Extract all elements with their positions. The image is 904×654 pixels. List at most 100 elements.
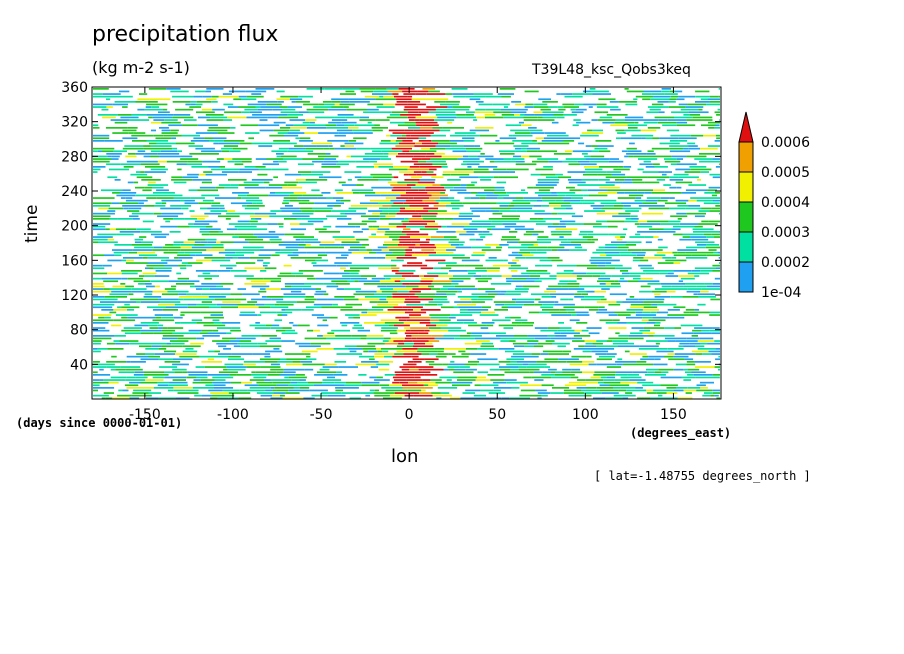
- field-cell: [645, 137, 653, 140]
- field-cell: [369, 376, 377, 379]
- field-cell: [514, 205, 534, 207]
- field-cell: [688, 205, 701, 207]
- field-cell: [349, 350, 357, 353]
- field-cell: [471, 225, 483, 228]
- field-cell: [606, 220, 625, 223]
- field-cell: [487, 293, 497, 296]
- field-cell: [669, 147, 684, 150]
- field-cell: [298, 111, 309, 114]
- field-cell: [594, 348, 615, 350]
- field-cell: [642, 332, 655, 335]
- field-cell: [484, 142, 506, 145]
- field-cell: [134, 324, 148, 327]
- field-cell: [453, 371, 474, 374]
- field-cell: [111, 158, 119, 160]
- field-cell: [179, 296, 193, 298]
- field-cell: [596, 249, 613, 251]
- field-cell: [319, 244, 341, 246]
- field-cell: [441, 306, 454, 309]
- field-cell: [186, 264, 193, 267]
- field-cell: [549, 293, 565, 296]
- field-cell: [387, 192, 406, 194]
- field-cell: [475, 238, 484, 241]
- field-cell: [592, 93, 611, 95]
- field-cell: [535, 298, 541, 301]
- field-cell: [567, 171, 586, 173]
- field-cell: [613, 205, 624, 207]
- field-cell: [371, 186, 394, 189]
- field-cell: [678, 95, 696, 98]
- field-cell: [150, 145, 172, 147]
- x-tick-label: 50: [488, 407, 506, 423]
- field-cell: [666, 129, 680, 132]
- field-cell: [402, 244, 416, 246]
- field-cell: [678, 280, 683, 283]
- field-cell: [610, 124, 628, 127]
- field-cell: [393, 319, 399, 322]
- field-cell: [673, 288, 688, 290]
- field-cell: [353, 309, 368, 311]
- field-cell: [446, 225, 465, 228]
- field-cell: [139, 275, 145, 277]
- field-cell: [407, 101, 421, 103]
- field-cell: [545, 340, 555, 342]
- field-cell: [714, 366, 720, 368]
- field-cell: [654, 254, 666, 257]
- field-cell: [255, 322, 260, 324]
- field-cell: [219, 166, 225, 168]
- field-cell: [223, 119, 233, 121]
- field-cell: [477, 288, 495, 290]
- field-cell: [283, 158, 303, 160]
- field-cell: [557, 194, 566, 197]
- field-cell: [375, 98, 396, 101]
- field-cell: [582, 381, 598, 384]
- field-cell: [270, 210, 282, 212]
- field-cell: [112, 249, 133, 251]
- field-cell: [207, 241, 216, 244]
- field-cell: [493, 168, 507, 171]
- field-cell: [583, 194, 590, 197]
- field-cell: [599, 116, 613, 119]
- field-cell: [283, 293, 306, 296]
- field-cell: [411, 275, 420, 277]
- field-cell: [504, 293, 521, 296]
- field-cell: [408, 155, 414, 158]
- field-cell: [523, 233, 533, 236]
- field-cell: [149, 327, 159, 329]
- field-cell: [283, 371, 296, 374]
- field-cell: [413, 371, 431, 374]
- field-cell: [536, 361, 558, 363]
- field-cell: [436, 251, 454, 254]
- field-cell: [568, 181, 586, 184]
- field-cell: [146, 140, 169, 142]
- field-cell: [125, 368, 143, 371]
- field-cell: [591, 119, 598, 121]
- field-cell: [354, 124, 375, 127]
- field-cell: [298, 270, 304, 272]
- field-cell: [272, 108, 283, 111]
- field-cell: [529, 371, 534, 374]
- field-cell: [243, 246, 264, 249]
- field-cell: [276, 384, 289, 387]
- field-cell: [377, 303, 392, 306]
- field-cell: [439, 197, 449, 199]
- field-cell: [426, 153, 435, 155]
- field-cell: [501, 215, 520, 218]
- field-cell: [457, 108, 470, 111]
- field-cell: [419, 244, 435, 246]
- field-cell: [480, 153, 485, 155]
- field-cell: [575, 311, 589, 314]
- field-cell: [247, 301, 258, 303]
- field-cell: [635, 95, 654, 98]
- field-cell: [509, 171, 515, 173]
- field-cell: [455, 246, 472, 249]
- run-name: T39L48_ksc_Qobs3keq: [532, 62, 691, 78]
- field-cell: [428, 111, 438, 114]
- field-cell: [169, 381, 188, 384]
- field-cell: [391, 259, 404, 262]
- field-cell: [606, 376, 616, 379]
- field-cell: [523, 376, 532, 379]
- field-cell: [103, 392, 114, 394]
- field-cell: [432, 184, 441, 186]
- field-cell: [448, 197, 455, 199]
